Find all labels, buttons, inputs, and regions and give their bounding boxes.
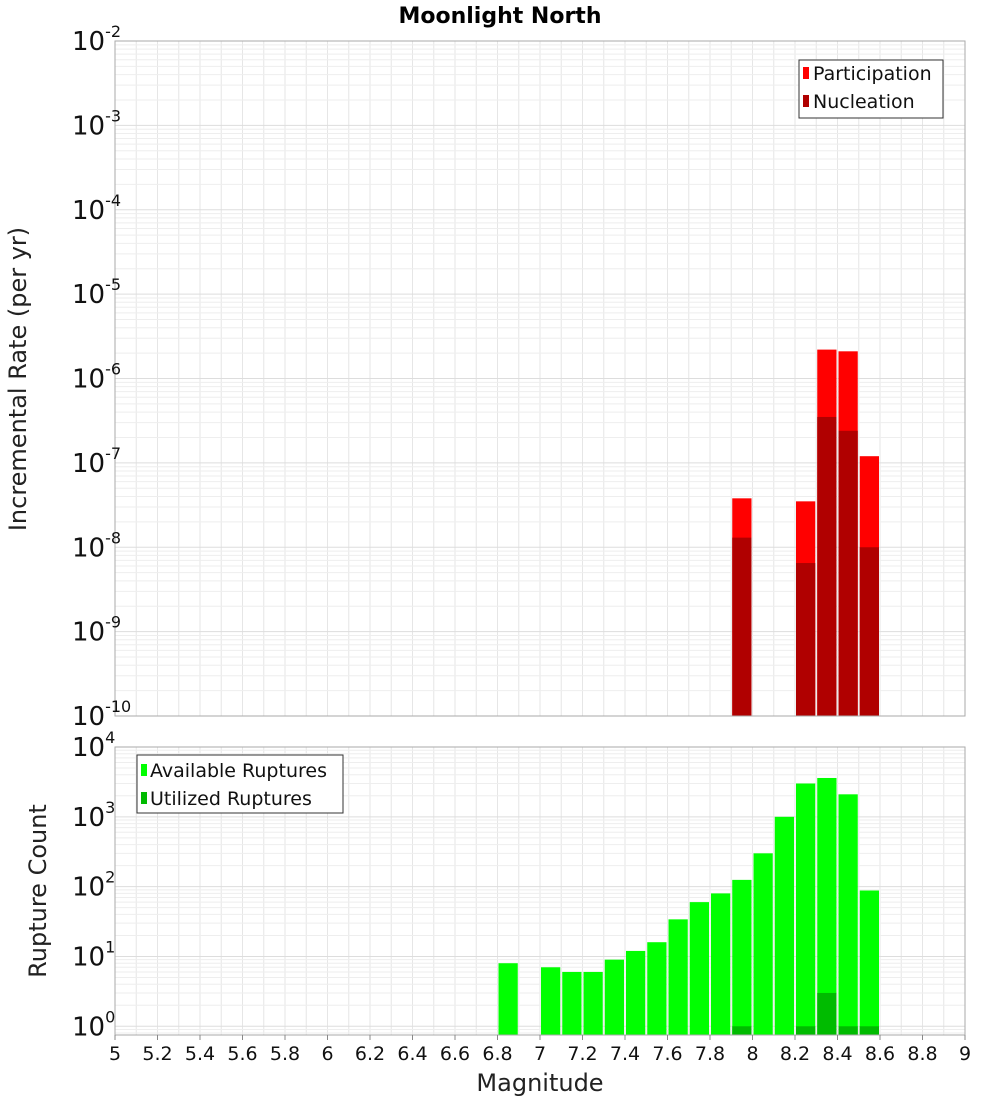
- utilized-ruptures-bar: [859, 1026, 879, 1035]
- available-ruptures-bar: [796, 783, 816, 1035]
- utilized-legend-swatch: [141, 792, 147, 804]
- available-ruptures-bar: [838, 794, 858, 1035]
- x-tick-label: 5.8: [270, 1043, 300, 1065]
- x-tick-label: 6.2: [355, 1043, 385, 1065]
- available-ruptures-bar: [817, 777, 837, 1035]
- nucleation-bar: [732, 537, 752, 716]
- top-y-tick-label: 10-2: [72, 22, 121, 57]
- x-tick-label: 8.6: [865, 1043, 895, 1065]
- x-axis-label: Magnitude: [476, 1069, 603, 1097]
- participation-legend-label: Participation: [813, 63, 932, 85]
- available-ruptures-bar: [647, 942, 667, 1035]
- x-tick-label: 6: [321, 1043, 333, 1065]
- top-plot-grid: [114, 41, 966, 717]
- top-y-tick-label: 10-3: [72, 106, 121, 141]
- top-legend-box: [798, 59, 944, 119]
- bottom-y-tick-label: 103: [72, 798, 115, 833]
- available-ruptures-bar: [583, 971, 603, 1035]
- bottom-y-ticks: 100 101 102 103 104: [72, 728, 115, 1042]
- available-ruptures-bar: [626, 950, 646, 1035]
- nucleation-bar: [796, 563, 816, 716]
- x-tick-label: 5.4: [185, 1043, 215, 1065]
- bottom-y-tick-label: 100: [72, 1007, 115, 1042]
- top-y-tick-label: 10-6: [72, 360, 121, 395]
- top-y-tick-label: 10-7: [72, 444, 121, 479]
- bottom-y-tick-label: 102: [72, 868, 115, 903]
- top-y-axis-label: Incremental Rate (per yr): [4, 227, 32, 531]
- available-ruptures-bar: [859, 890, 879, 1035]
- x-tick-label: 5.2: [142, 1043, 172, 1065]
- top-plot-frame: [114, 40, 966, 717]
- available-ruptures-bar: [774, 816, 794, 1035]
- x-tick-label: 8.4: [822, 1043, 852, 1065]
- top-y-tick-label: 10-9: [72, 613, 121, 648]
- x-tick-label: 8: [746, 1043, 758, 1065]
- available-ruptures-bar: [541, 967, 561, 1035]
- available-ruptures-bar: [753, 853, 773, 1035]
- available-legend-swatch: [141, 764, 147, 776]
- x-tick-label: 7: [534, 1043, 546, 1065]
- x-ticks: 5 5.2 5.4 5.6 5.8 6 6.2 6.4 6.6 6.8 7 7.2 7.4 7.6 7.8 8…: [109, 1035, 971, 1065]
- utilized-legend-label: Utilized Ruptures: [150, 788, 312, 810]
- utilized-ruptures-bar: [817, 992, 837, 1035]
- top-y-tick-label: 10-4: [72, 191, 121, 226]
- bottom-y-tick-label: 104: [72, 728, 115, 763]
- bottom-y-axis-label: Rupture Count: [24, 804, 52, 978]
- top-y-tick-label: 10-8: [72, 528, 121, 563]
- x-tick-label: 5: [109, 1043, 121, 1065]
- bottom-y-tick-label: 101: [72, 937, 115, 972]
- x-tick-label: 6.4: [397, 1043, 427, 1065]
- x-tick-label: 7.8: [695, 1043, 725, 1065]
- bottom-legend: Available Ruptures Utilized Ruptures: [136, 754, 344, 814]
- x-tick-label: 6.6: [440, 1043, 470, 1065]
- bottom-plot-bars: [498, 777, 879, 1035]
- nucleation-bar: [838, 430, 858, 716]
- x-tick-label: 7.4: [610, 1043, 640, 1065]
- utilized-ruptures-bar: [732, 1026, 752, 1035]
- available-ruptures-bar: [498, 963, 518, 1035]
- participation-legend-swatch: [803, 67, 809, 79]
- bottom-legend-box: [136, 754, 344, 814]
- x-tick-label: 5.6: [227, 1043, 257, 1065]
- nucleation-bar: [817, 416, 837, 716]
- x-tick-label: 9: [959, 1043, 971, 1065]
- available-ruptures-bar: [604, 959, 624, 1035]
- top-y-tick-label: 10-10: [72, 697, 131, 732]
- top-y-ticks: 10-10 10-9 10-8 10-7 10-6 10-5 10-4 10-3 10-2: [72, 22, 131, 732]
- available-ruptures-bar: [562, 971, 582, 1035]
- chart-title: Moonlight North: [398, 4, 601, 29]
- top-y-tick-label: 10-5: [72, 275, 121, 310]
- top-legend: Participation Nucleation: [798, 59, 944, 119]
- nucleation-legend-label: Nucleation: [813, 91, 915, 113]
- x-tick-label: 6.8: [482, 1043, 512, 1065]
- utilized-ruptures-bar: [838, 1026, 858, 1035]
- available-ruptures-bar: [668, 919, 688, 1035]
- available-ruptures-bar: [689, 902, 709, 1035]
- available-ruptures-bar: [732, 879, 752, 1035]
- x-tick-label: 7.6: [652, 1043, 682, 1065]
- nucleation-bar: [859, 547, 879, 716]
- available-legend-label: Available Ruptures: [150, 760, 327, 782]
- utilized-ruptures-bar: [796, 1026, 816, 1035]
- x-tick-label: 8.2: [780, 1043, 810, 1065]
- nucleation-legend-swatch: [803, 95, 809, 107]
- x-tick-label: 8.8: [907, 1043, 937, 1065]
- top-plot-bars: [732, 349, 879, 716]
- available-ruptures-bar: [711, 893, 731, 1035]
- x-tick-label: 7.2: [567, 1043, 597, 1065]
